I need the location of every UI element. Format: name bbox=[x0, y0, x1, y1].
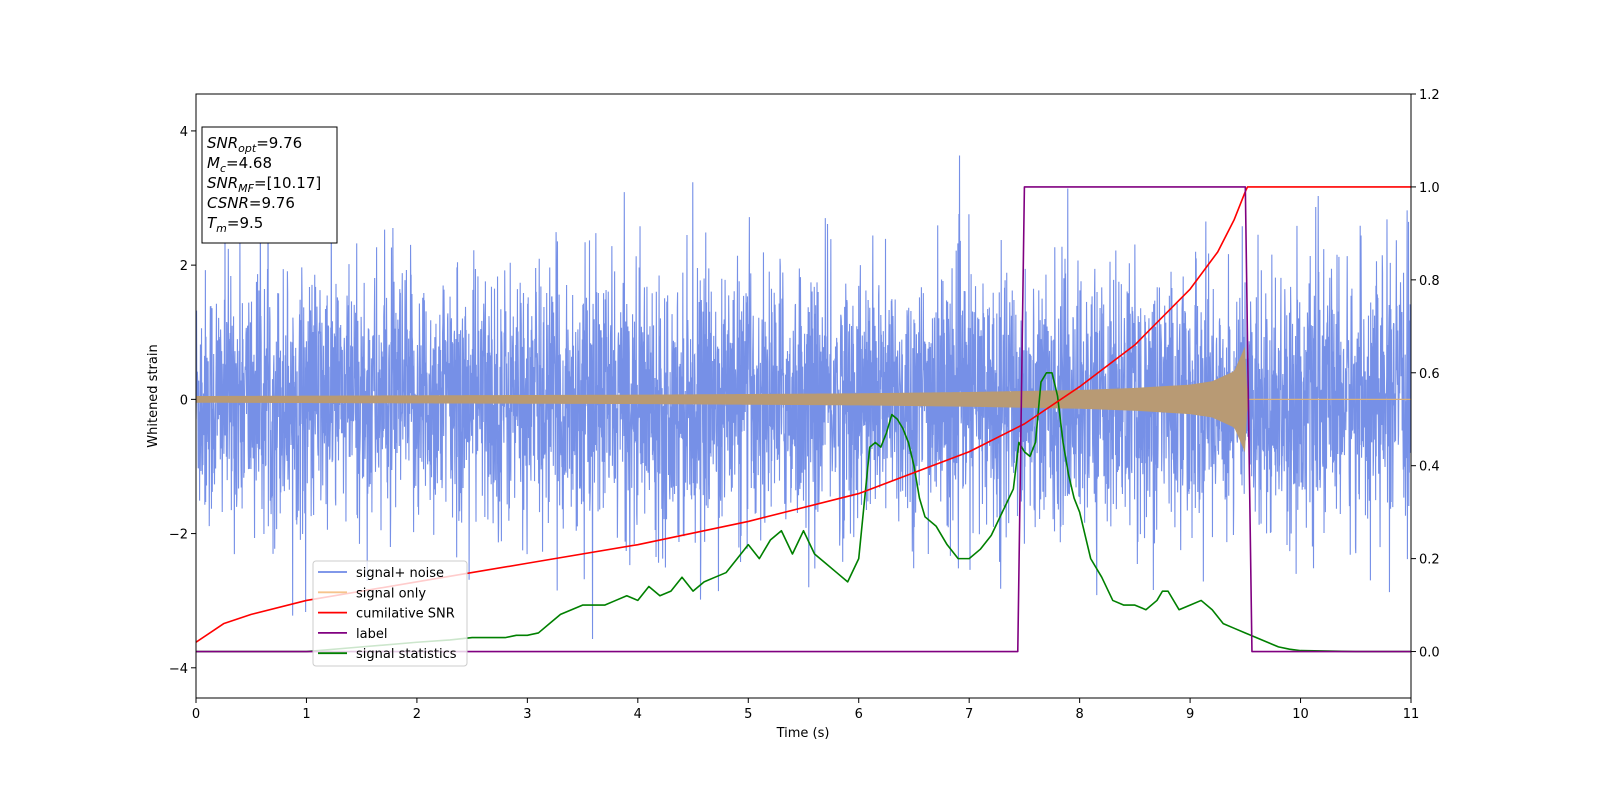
x-tick-label: 0 bbox=[192, 707, 200, 722]
y-right-tick-label: 0.2 bbox=[1419, 553, 1440, 568]
y-left-axis-ticks: 4 2 0 −2 −4 bbox=[169, 125, 196, 677]
x-tick-label: 10 bbox=[1292, 707, 1309, 722]
y-right-tick-label: 0.6 bbox=[1419, 367, 1440, 382]
legend-label: cumilative SNR bbox=[356, 607, 455, 622]
legend-label: label bbox=[356, 627, 387, 642]
signal-noise-series bbox=[196, 155, 1411, 640]
plot-area bbox=[196, 155, 1411, 653]
x-tick-label: 5 bbox=[744, 707, 752, 722]
legend-label: signal+ noise bbox=[356, 566, 444, 581]
right-axis-series bbox=[196, 186, 1411, 653]
stats-line: SNRMF=[10.17] bbox=[207, 174, 321, 195]
y-right-tick-label: 0.8 bbox=[1419, 274, 1440, 289]
y-right-tick-label: 1.0 bbox=[1419, 181, 1440, 196]
y-left-tick-label: −2 bbox=[169, 528, 188, 543]
y-right-axis-ticks: 1.2 1.0 0.8 0.6 0.4 0.2 0.0 bbox=[1411, 88, 1440, 661]
stats-line: CSNR=9.76 bbox=[207, 194, 295, 212]
x-tick-label: 2 bbox=[413, 707, 421, 722]
y-right-tick-label: 1.2 bbox=[1419, 88, 1440, 103]
x-tick-label: 8 bbox=[1075, 707, 1083, 722]
y-left-tick-label: 4 bbox=[180, 125, 188, 140]
legend-label: signal statistics bbox=[356, 647, 457, 662]
signal-statistics-line bbox=[196, 371, 1411, 653]
y-axis-label: Whitened strain bbox=[146, 344, 161, 447]
y-right-tick-label: 0.4 bbox=[1419, 460, 1440, 475]
stats-annotation: SNRopt=9.76Mc=4.68SNRMF=[10.17]CSNR=9.76… bbox=[201, 126, 338, 244]
signal-only-series bbox=[196, 346, 1411, 453]
y-left-tick-label: −4 bbox=[169, 662, 188, 677]
x-tick-label: 3 bbox=[523, 707, 531, 722]
signal-only-fill bbox=[196, 346, 1411, 453]
x-axis-label: Time (s) bbox=[776, 726, 830, 741]
x-tick-label: 4 bbox=[634, 707, 642, 722]
x-tick-label: 11 bbox=[1403, 707, 1420, 722]
stats-box bbox=[201, 126, 338, 244]
legend: signal+ noise signal only cumilative SNR la… bbox=[312, 560, 468, 667]
x-tick-label: 6 bbox=[855, 707, 863, 722]
legend-label: signal only bbox=[356, 586, 426, 601]
stats-line: Mc=4.68 bbox=[207, 154, 272, 175]
cumilative-snr-line bbox=[196, 186, 1411, 643]
y-left-tick-label: 2 bbox=[180, 259, 188, 274]
x-tick-label: 9 bbox=[1186, 707, 1194, 722]
y-left-tick-label: 0 bbox=[180, 393, 188, 408]
x-tick-label: 7 bbox=[965, 707, 973, 722]
stats-line: Tm=9.5 bbox=[207, 214, 263, 235]
legend-box bbox=[312, 560, 468, 667]
x-axis-ticks: 0 1 2 3 4 5 6 7 8 9 10 11 bbox=[192, 698, 1419, 722]
x-tick-label: 1 bbox=[302, 707, 310, 722]
stats-line: SNRopt=9.76 bbox=[207, 134, 302, 155]
label-line bbox=[196, 186, 1411, 653]
y-right-tick-label: 0.0 bbox=[1419, 646, 1440, 661]
plot-frame bbox=[195, 93, 1412, 699]
signal-noise-line bbox=[196, 155, 1411, 640]
